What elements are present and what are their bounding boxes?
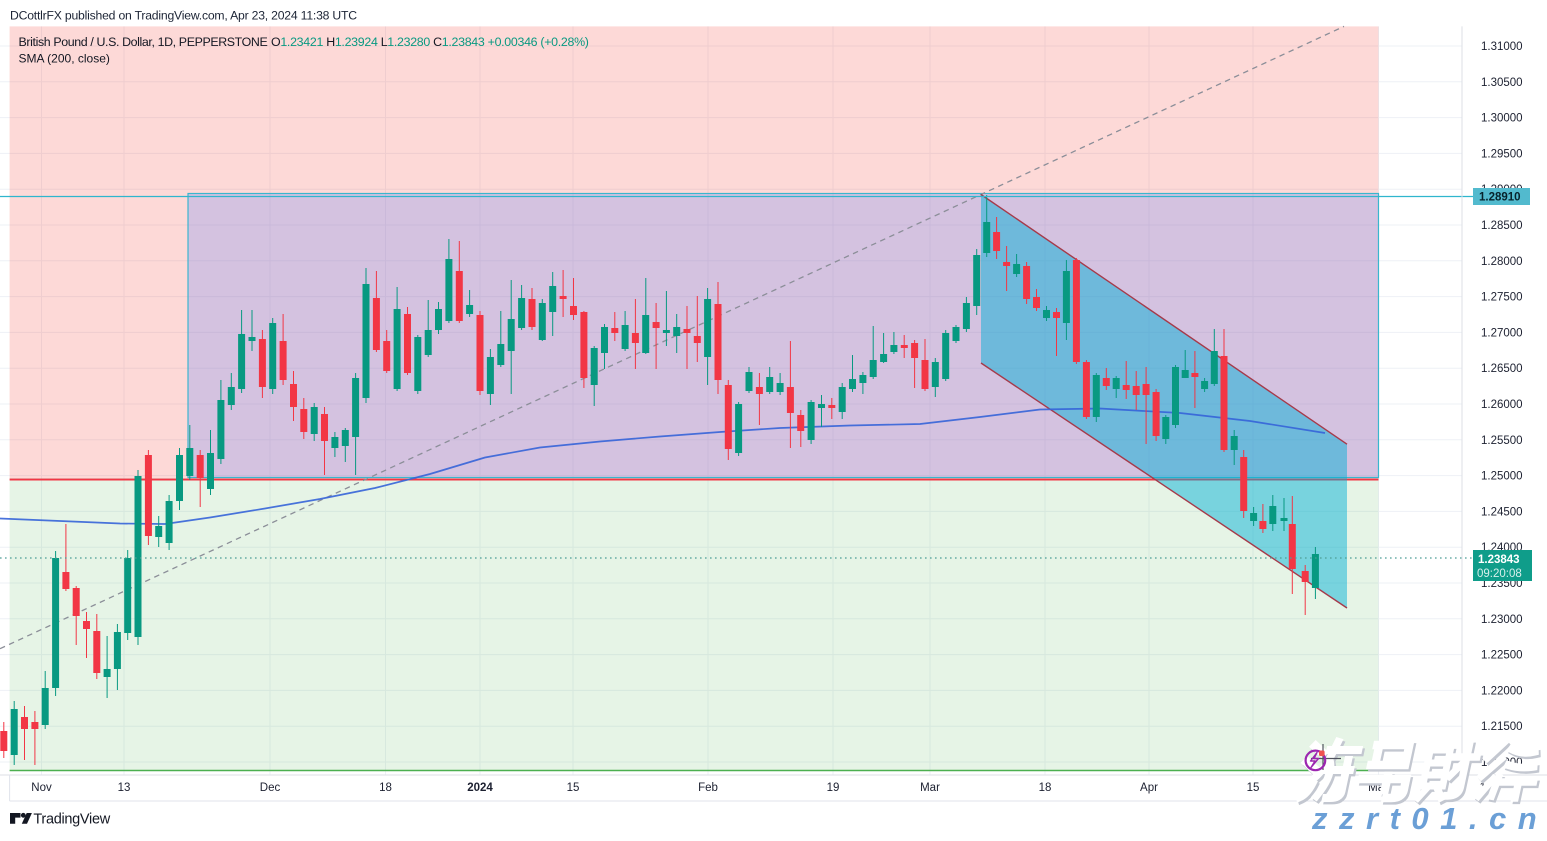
svg-text:O1.23421 H1.23924 L1.23280 C1.: O1.23421 H1.23924 L1.23280 C1.23843 +0.0… bbox=[271, 35, 589, 49]
svg-text:1.25500: 1.25500 bbox=[1481, 435, 1523, 447]
svg-text:19: 19 bbox=[827, 782, 840, 794]
svg-text:British Pound / U.S. Dollar, 1: British Pound / U.S. Dollar, 1D, PEPPERS… bbox=[19, 35, 268, 49]
svg-text:DCottlrFX published on Trading: DCottlrFX published on TradingView.com, … bbox=[10, 9, 357, 23]
svg-text:Mar: Mar bbox=[920, 782, 940, 794]
svg-text:1.29500: 1.29500 bbox=[1481, 148, 1523, 160]
svg-text:1.24500: 1.24500 bbox=[1481, 506, 1523, 518]
svg-text:1.28500: 1.28500 bbox=[1481, 220, 1523, 232]
svg-text:1.30500: 1.30500 bbox=[1481, 77, 1523, 89]
svg-text:1.26500: 1.26500 bbox=[1481, 363, 1523, 375]
svg-text:TradingView: TradingView bbox=[33, 812, 110, 828]
svg-text:1.27500: 1.27500 bbox=[1481, 292, 1523, 304]
svg-text:Nov: Nov bbox=[31, 782, 52, 794]
svg-text:1.28910: 1.28910 bbox=[1479, 192, 1521, 204]
svg-text:1.23843: 1.23843 bbox=[1478, 554, 1520, 566]
svg-text:1.28000: 1.28000 bbox=[1481, 256, 1523, 268]
svg-text:1.22500: 1.22500 bbox=[1481, 650, 1523, 662]
svg-text:1.27000: 1.27000 bbox=[1481, 327, 1523, 339]
svg-text:15: 15 bbox=[1247, 782, 1260, 794]
svg-text:1.25000: 1.25000 bbox=[1481, 471, 1523, 483]
svg-text:Dec: Dec bbox=[260, 782, 281, 794]
svg-text:15: 15 bbox=[567, 782, 580, 794]
svg-text:1.30000: 1.30000 bbox=[1481, 113, 1523, 125]
svg-text:1.21500: 1.21500 bbox=[1481, 721, 1523, 733]
svg-text:1.31000: 1.31000 bbox=[1481, 41, 1523, 53]
svg-text:1.26000: 1.26000 bbox=[1481, 399, 1523, 411]
svg-text:Apr: Apr bbox=[1140, 782, 1158, 794]
svg-text:13: 13 bbox=[118, 782, 131, 794]
svg-text:18: 18 bbox=[379, 782, 392, 794]
svg-text:zzrt01.cn: zzrt01.cn bbox=[1311, 801, 1547, 836]
svg-text:2024: 2024 bbox=[467, 782, 493, 794]
svg-text:1.22000: 1.22000 bbox=[1481, 685, 1523, 697]
svg-text:SMA (200, close): SMA (200, close) bbox=[19, 52, 110, 66]
svg-text:18: 18 bbox=[1039, 782, 1052, 794]
svg-text:1.23000: 1.23000 bbox=[1481, 614, 1523, 626]
svg-text:Feb: Feb bbox=[698, 782, 718, 794]
svg-text:09:20:08: 09:20:08 bbox=[1477, 568, 1522, 580]
